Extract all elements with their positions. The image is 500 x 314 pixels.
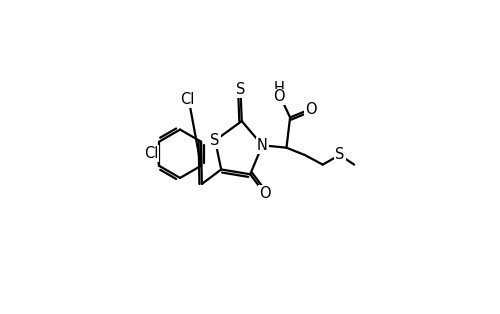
Text: H: H [274, 81, 284, 96]
Text: O: O [274, 89, 285, 105]
Text: O: O [259, 186, 270, 201]
Text: S: S [210, 133, 220, 148]
Text: S: S [335, 148, 344, 162]
Text: Cl: Cl [144, 146, 158, 161]
Text: S: S [236, 82, 245, 97]
Text: Cl: Cl [180, 92, 194, 107]
Text: O: O [305, 101, 316, 116]
Text: N: N [257, 138, 268, 153]
